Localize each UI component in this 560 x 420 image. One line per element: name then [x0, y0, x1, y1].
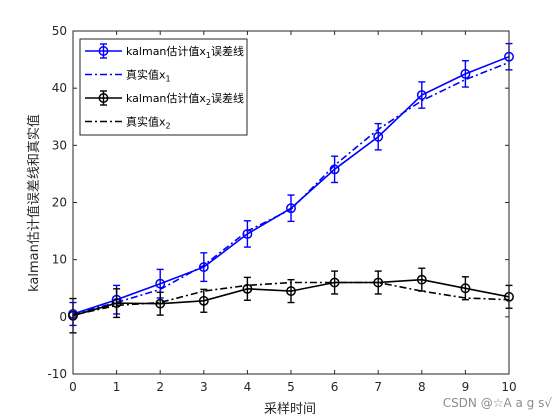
legend-label: kalman估计值x1误差线	[126, 44, 244, 60]
data-point	[198, 295, 209, 306]
series-3	[68, 267, 514, 334]
y-tick-label: 10	[52, 253, 67, 267]
series-line	[72, 281, 510, 316]
x-tick-label: 10	[501, 380, 516, 394]
legend-item-3: kalman估计值x2误差线	[85, 90, 244, 107]
x-tick-label: 9	[462, 380, 470, 394]
x-tick-label: 4	[244, 380, 252, 394]
x-tick-label: 2	[156, 380, 164, 394]
legend-label: kalman估计值x2误差线	[126, 91, 244, 107]
legend-swatch-marker	[98, 93, 109, 103]
legend-item-4: 真实值x2	[85, 115, 171, 131]
x-tick-label: 5	[287, 380, 295, 394]
data-point	[242, 283, 253, 294]
y-tick-label: 0	[59, 310, 67, 324]
y-tick-label: 50	[52, 24, 67, 38]
data-point	[460, 283, 471, 294]
x-tick-label: 1	[113, 380, 121, 394]
plot-layer	[68, 42, 514, 334]
x-tick-label: 3	[200, 380, 208, 394]
data-point	[286, 286, 296, 297]
x-axis-label: 采样时间	[264, 402, 316, 417]
x-tick-label: 7	[374, 380, 382, 394]
legend-item-2: 真实值x1	[85, 68, 171, 84]
data-point	[416, 90, 427, 100]
data-point	[155, 278, 166, 289]
y-tick-label: -10	[47, 367, 67, 381]
y-tick-label: 30	[52, 138, 67, 152]
legend-item-1: kalman估计值x1误差线	[85, 43, 244, 60]
legend-box	[79, 38, 248, 136]
watermark-text: CSDN @☆A a g s√	[443, 396, 553, 410]
series-2	[72, 61, 510, 315]
x-tick-label: 8	[418, 380, 426, 394]
legend-label: 真实值x1	[126, 68, 171, 84]
data-point	[460, 68, 471, 79]
y-tick-label: 20	[52, 196, 67, 210]
data-point	[416, 274, 427, 285]
data-point	[286, 203, 296, 214]
legend-swatch-marker	[98, 46, 109, 56]
series-line	[72, 61, 510, 315]
y-axis-label: kalman估计值误差线和真实值	[26, 114, 42, 292]
data-point	[155, 298, 166, 309]
x-tick-label: 0	[69, 380, 77, 394]
data-point	[373, 131, 384, 142]
series-4	[72, 281, 510, 316]
data-point	[111, 298, 122, 309]
x-tick-label: 6	[331, 380, 339, 394]
legend-label: 真实值x2	[126, 115, 171, 131]
y-tick-label: 40	[52, 81, 67, 95]
